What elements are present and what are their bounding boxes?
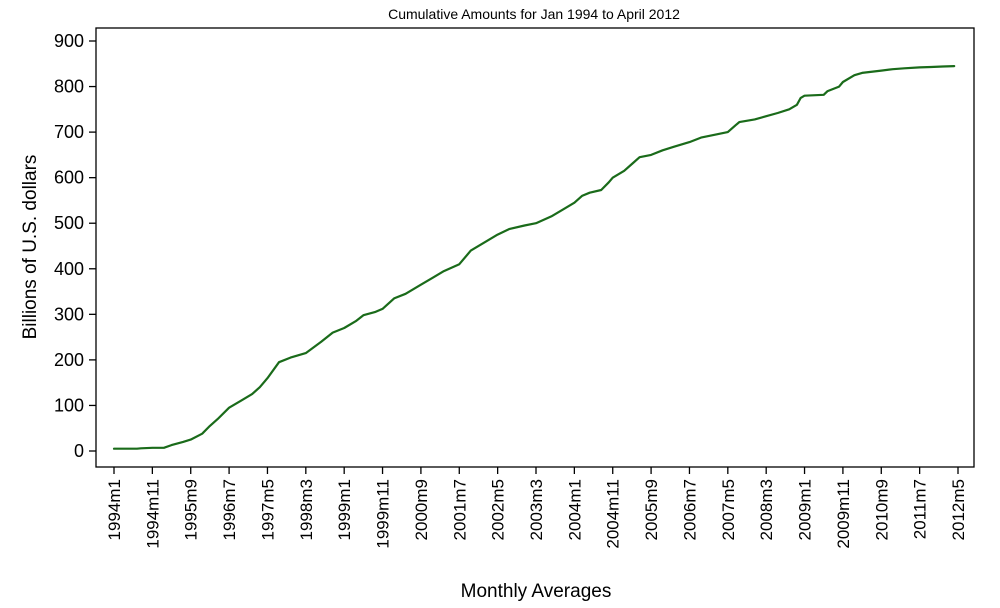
- x-tick-label: 2007m5: [719, 479, 738, 540]
- x-tick-label: 1995m9: [182, 479, 201, 540]
- series-line-0: [112, 65, 956, 450]
- plot-frame: [95, 27, 975, 468]
- y-tick-label: 300: [54, 304, 84, 324]
- series-layer: [112, 65, 956, 450]
- x-tick-label: 1999m1: [335, 479, 354, 540]
- y-tick-label: 0: [74, 441, 84, 461]
- x-tick-label: 2009m11: [834, 479, 853, 549]
- x-tick-label: 1998m3: [297, 479, 316, 540]
- x-tick-label: 2011m7: [911, 479, 930, 539]
- x-tick-label: 1994m11: [143, 479, 162, 549]
- x-tick-label: 2009m1: [796, 479, 815, 540]
- x-tick-label: 2012m5: [949, 479, 968, 540]
- x-tick-label: 1997m5: [258, 479, 277, 540]
- y-tick-label: 600: [54, 168, 84, 188]
- x-tick-label: 2008m3: [757, 479, 776, 540]
- x-tick-label: 2004m1: [565, 479, 584, 540]
- x-tick-label: 2000m9: [412, 479, 431, 540]
- y-tick-label: 200: [54, 350, 84, 370]
- y-tick-label: 500: [54, 213, 84, 233]
- x-axis-label: Monthly Averages: [461, 581, 612, 602]
- y-axis-label: Billions of U.S. dollars: [20, 155, 41, 340]
- y-tick-label: 700: [54, 122, 84, 142]
- x-tick-label: 2003m3: [527, 479, 546, 540]
- y-tick-label: 900: [54, 31, 84, 51]
- x-tick-label: 2001m7: [450, 479, 469, 540]
- x-tick-label: 1994m1: [105, 479, 124, 540]
- x-tick-label: 2002m5: [489, 479, 508, 540]
- x-axis: 1994m1 1994m11 1995m9 1996m7 1997m5 1998m3 199…: [105, 467, 968, 549]
- y-tick-label: 400: [54, 259, 84, 279]
- chart-title: Cumulative Amounts for Jan 1994 to April…: [388, 6, 680, 22]
- x-tick-label: 2010m9: [872, 479, 891, 540]
- x-tick-label: 1999m11: [374, 479, 393, 549]
- y-tick-label: 100: [54, 395, 84, 415]
- y-tick-label: 800: [54, 77, 84, 97]
- x-tick-label: 2005m9: [642, 479, 661, 540]
- x-tick-label: 1996m7: [220, 479, 239, 540]
- x-tick-label: 2006m7: [680, 479, 699, 540]
- x-tick-label: 2004m11: [604, 479, 623, 549]
- y-axis: 0 100 200 300 400 500 600 700 800 900: [54, 31, 96, 461]
